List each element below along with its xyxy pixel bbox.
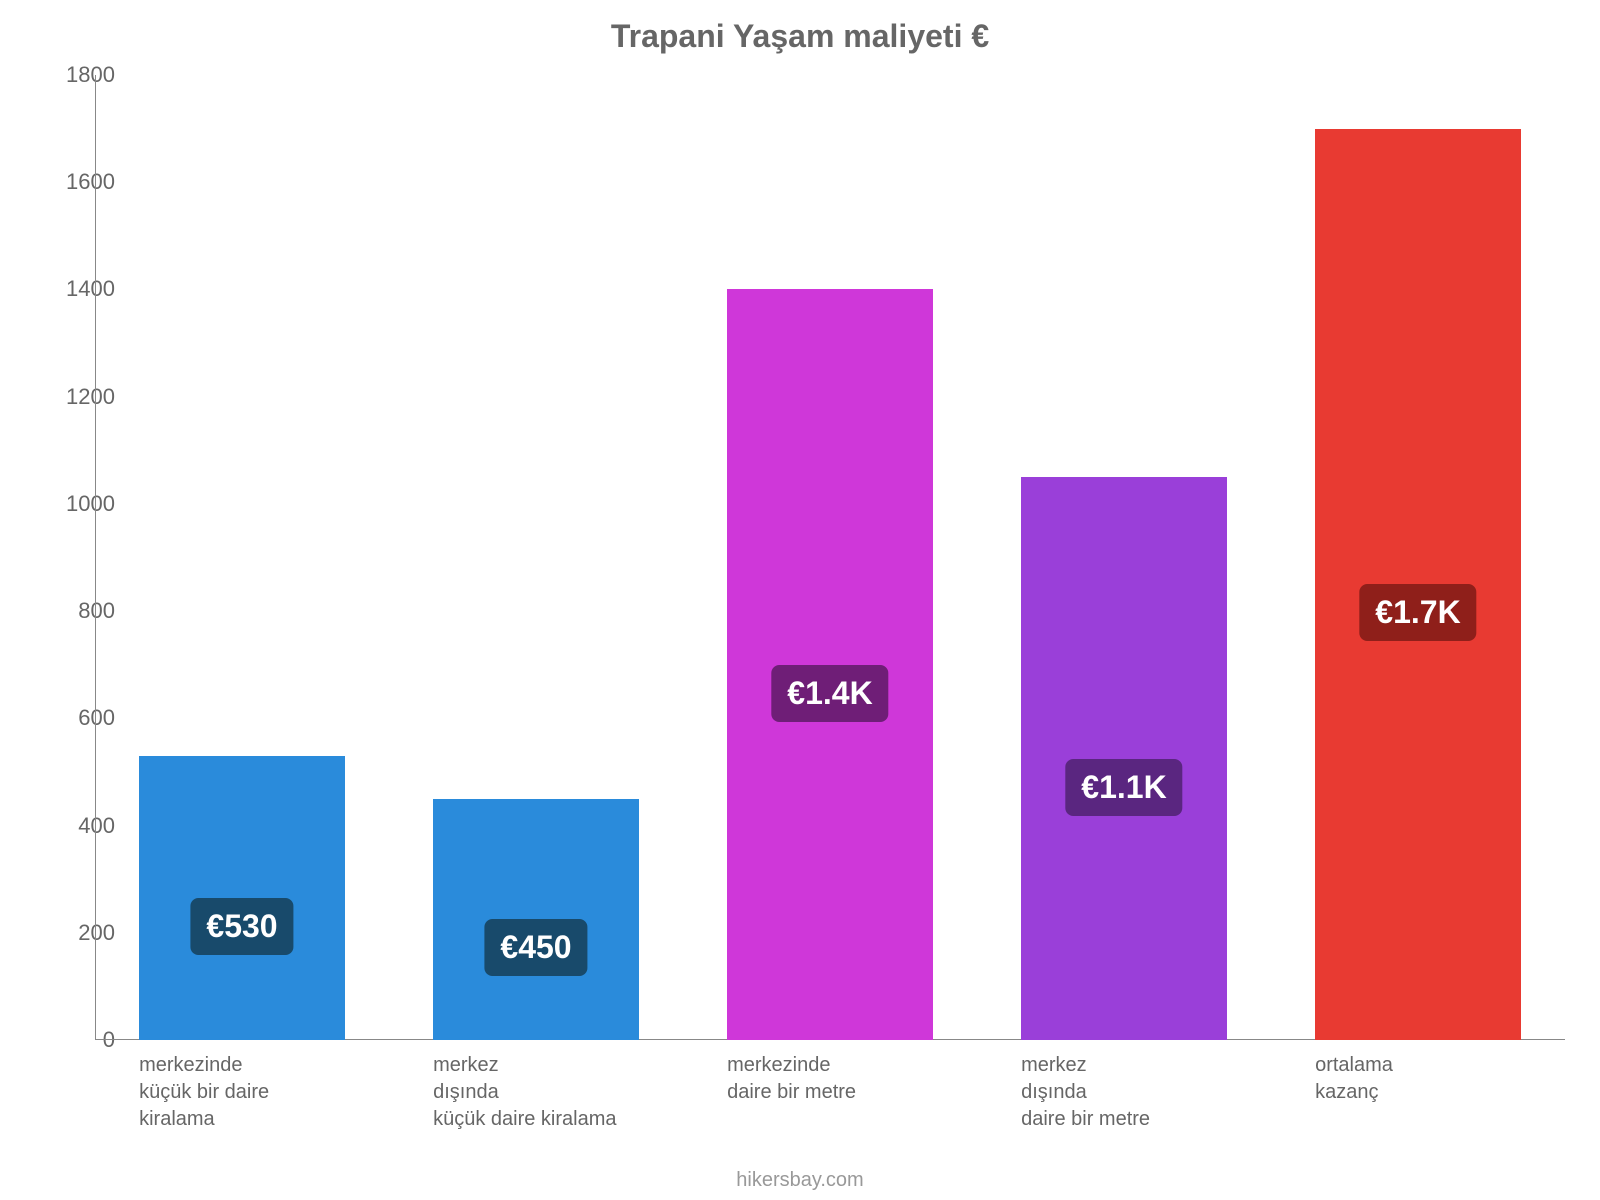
x-axis-label: merkez dışında daire bir metre — [1021, 1052, 1227, 1133]
value-badge: €1.4K — [771, 665, 888, 722]
plot-area: €530 €450 €1.4K €1.1K €1.7K — [95, 75, 1565, 1040]
value-badge: €530 — [190, 898, 293, 955]
chart-title: Trapani Yaşam maliyeti € — [0, 18, 1600, 55]
value-badge: €1.7K — [1359, 584, 1476, 641]
x-axis-label: merkez dışında küçük daire kiralama — [433, 1052, 639, 1133]
bars-group: €530 €450 €1.4K €1.1K €1.7K — [95, 75, 1565, 1040]
value-badge: €1.1K — [1065, 759, 1182, 816]
cost-of-living-chart: Trapani Yaşam maliyeti € 020040060080010… — [0, 0, 1600, 1200]
attribution-text: hikersbay.com — [0, 1169, 1600, 1192]
value-badge: €450 — [484, 919, 587, 976]
x-axis-label: merkezinde küçük bir daire kiralama — [139, 1052, 345, 1133]
x-axis-label: merkezinde daire bir metre — [727, 1052, 933, 1106]
x-axis-label: ortalama kazanç — [1315, 1052, 1521, 1106]
